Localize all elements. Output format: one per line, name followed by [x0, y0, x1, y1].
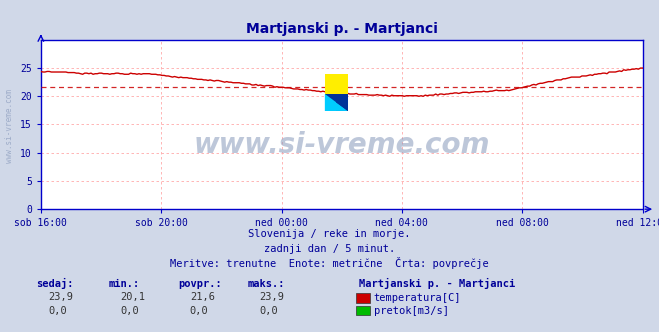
Text: povpr.:: povpr.: — [178, 279, 221, 289]
Text: 20,1: 20,1 — [121, 292, 146, 302]
Title: Martjanski p. - Martjanci: Martjanski p. - Martjanci — [246, 22, 438, 36]
Text: 21,6: 21,6 — [190, 292, 215, 302]
Text: min.:: min.: — [109, 279, 140, 289]
FancyBboxPatch shape — [325, 94, 336, 111]
Text: www.si-vreme.com: www.si-vreme.com — [194, 131, 490, 159]
Text: 23,9: 23,9 — [48, 292, 73, 302]
Text: 0,0: 0,0 — [121, 306, 139, 316]
Text: 0,0: 0,0 — [48, 306, 67, 316]
Text: 0,0: 0,0 — [259, 306, 277, 316]
Text: 0,0: 0,0 — [190, 306, 208, 316]
Polygon shape — [325, 94, 348, 111]
Text: 23,9: 23,9 — [259, 292, 284, 302]
Text: pretok[m3/s]: pretok[m3/s] — [374, 306, 449, 316]
Text: Martjanski p. - Martjanci: Martjanski p. - Martjanci — [359, 278, 515, 289]
Text: zadnji dan / 5 minut.: zadnji dan / 5 minut. — [264, 244, 395, 254]
Text: maks.:: maks.: — [247, 279, 285, 289]
Text: www.si-vreme.com: www.si-vreme.com — [5, 89, 14, 163]
Text: sedaj:: sedaj: — [36, 278, 74, 289]
Text: temperatura[C]: temperatura[C] — [374, 293, 461, 303]
Text: Meritve: trenutne  Enote: metrične  Črta: povprečje: Meritve: trenutne Enote: metrične Črta: … — [170, 257, 489, 269]
FancyBboxPatch shape — [336, 94, 348, 111]
FancyBboxPatch shape — [325, 74, 348, 94]
Polygon shape — [325, 94, 348, 111]
Text: Slovenija / reke in morje.: Slovenija / reke in morje. — [248, 229, 411, 239]
